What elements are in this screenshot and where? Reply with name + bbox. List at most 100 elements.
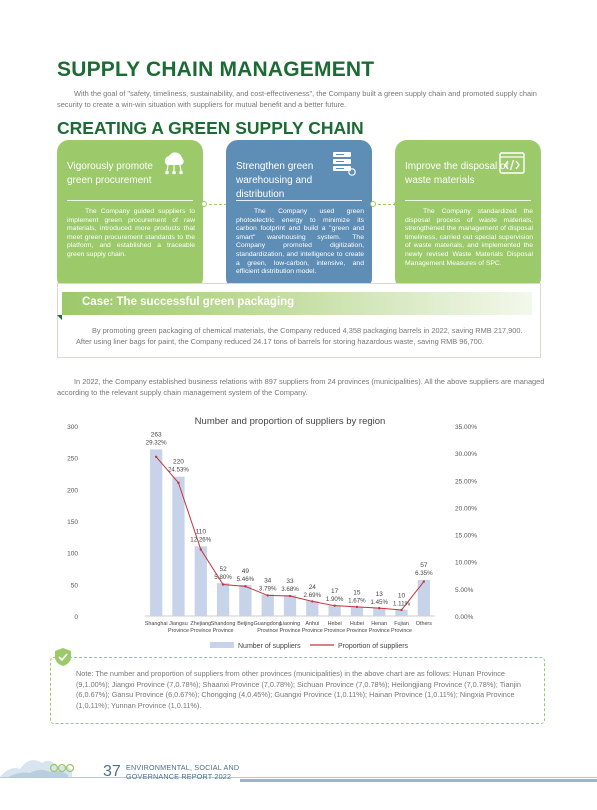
y-axis-right-tick-label: 5.00% xyxy=(455,587,474,594)
section-title: CREATING A GREEN SUPPLY CHAIN xyxy=(57,118,364,138)
proportion-value-label: 29.32% xyxy=(146,439,167,446)
x-axis-category-label: Province xyxy=(168,628,189,634)
shield-check-icon xyxy=(55,648,71,666)
chart-title: Number and proportion of suppliers by re… xyxy=(195,416,386,427)
x-axis-category-label: Jiangsu xyxy=(169,621,188,627)
card-divider xyxy=(236,200,362,201)
bar xyxy=(328,605,341,616)
y-axis-left-tick-label: 100 xyxy=(67,551,78,558)
bar-value-label: 220 xyxy=(173,459,184,466)
card-title: Vigorously promote green procurement xyxy=(67,161,153,186)
x-axis-category-label: Liaoning xyxy=(280,621,300,627)
y-axis-left-tick-label: 150 xyxy=(67,519,78,526)
line-point xyxy=(422,580,426,583)
y-axis-right-tick-label: 15.00% xyxy=(455,533,477,540)
case-header-fold xyxy=(57,315,62,320)
card-title: Improve the disposal of waste materials xyxy=(405,161,509,186)
supplier-paragraph: In 2022, the Company established busines… xyxy=(57,377,545,397)
card-body: The Company standardized the disposal pr… xyxy=(405,208,533,267)
line-point xyxy=(311,600,314,603)
x-axis-category-label: Province xyxy=(213,628,234,634)
x-axis-category-label: Guangdong xyxy=(254,621,282,627)
line-point xyxy=(355,605,359,609)
legend-bar-label: Number of suppliers xyxy=(238,643,301,650)
x-axis-category-label: Province xyxy=(190,628,211,634)
proportion-value-label: 3.79% xyxy=(259,585,277,592)
proportion-value-label: 1.45% xyxy=(370,599,388,606)
x-axis-category-label: Province xyxy=(369,628,390,634)
bar-value-label: 17 xyxy=(331,588,339,595)
connector-dot xyxy=(370,201,376,207)
line-point xyxy=(221,583,225,586)
y-axis-left-tick-label: 200 xyxy=(67,487,78,494)
connector-line xyxy=(204,204,232,205)
x-axis-category-label: Shanghai xyxy=(145,621,168,627)
y-axis-right-tick-label: 25.00% xyxy=(455,478,477,485)
card-green-procurement: Vigorously promote green procurement The… xyxy=(57,140,203,290)
bar xyxy=(239,584,252,616)
bar xyxy=(261,594,274,616)
report-title: ENVIRONMENTAL, SOCIAL AND GOVERNANCE REP… xyxy=(126,763,239,781)
x-axis-category-label: Zhejiang xyxy=(190,621,211,627)
bar-value-label: 52 xyxy=(219,566,227,573)
x-axis-category-label: Shandong xyxy=(211,621,236,627)
server-stack-icon xyxy=(333,152,356,176)
card-body: The Company used green photoelectric ene… xyxy=(236,208,364,276)
line-point xyxy=(199,548,202,551)
case-header: Case: The successful green packaging xyxy=(62,292,532,315)
x-axis-category-label: Province xyxy=(257,628,278,634)
proportion-value-label: 5.80% xyxy=(214,574,232,581)
x-axis-category-label: Others xyxy=(416,621,432,627)
proportion-value-label: 24.53% xyxy=(168,467,189,474)
connector-dot xyxy=(201,201,207,207)
y-axis-right-tick-label: 35.00% xyxy=(455,424,477,431)
line-point xyxy=(288,594,292,598)
line-point xyxy=(177,481,180,485)
bar xyxy=(373,607,386,616)
bar-value-label: 49 xyxy=(242,568,250,575)
y-axis-right-tick-label: 20.00% xyxy=(455,505,477,512)
y-axis-left-tick-label: 300 xyxy=(67,424,78,431)
bar-value-label: 24 xyxy=(309,584,317,591)
line-point xyxy=(378,606,381,610)
cloud-network-icon xyxy=(164,152,184,175)
supplier-region-chart: Number and proportion of suppliers by re… xyxy=(67,416,477,650)
x-axis-category-label: Province xyxy=(324,628,345,634)
x-axis-category-label: Province xyxy=(346,628,367,634)
y-axis-right-tick-label: 0.00% xyxy=(455,614,474,621)
card-body: The Company guided suppliers to implemen… xyxy=(67,208,195,258)
proportion-value-label: 3.68% xyxy=(281,586,299,593)
y-axis-left-tick-label: 0 xyxy=(74,614,78,621)
bar-value-label: 34 xyxy=(264,577,272,584)
bar-value-label: 13 xyxy=(376,591,384,598)
x-axis-category-label: Province xyxy=(280,628,301,634)
bar xyxy=(395,609,408,616)
proportion-value-label: 2.69% xyxy=(304,592,322,599)
bar-value-label: 15 xyxy=(353,590,361,597)
proportion-value-label: 6.35% xyxy=(415,570,433,577)
legend-line-label: Proportion of suppliers xyxy=(338,643,409,650)
bar xyxy=(216,583,230,616)
report-title-line: ENVIRONMENTAL, SOCIAL AND xyxy=(126,763,240,772)
legend-bar-swatch xyxy=(210,642,234,648)
card-divider xyxy=(405,200,531,201)
proportion-value-label: 5.46% xyxy=(237,576,255,583)
y-axis-left-tick-label: 50 xyxy=(71,582,79,589)
bar xyxy=(172,476,185,616)
footer-accent-line xyxy=(240,779,597,782)
note-box xyxy=(50,657,545,724)
line-point xyxy=(333,604,336,607)
bar-value-label: 33 xyxy=(286,578,294,585)
card-divider xyxy=(67,200,193,201)
x-axis-category-label: Province xyxy=(302,628,323,634)
y-axis-left-tick-label: 250 xyxy=(67,456,78,463)
x-axis-category-label: Beijing xyxy=(237,621,253,627)
line-point xyxy=(266,594,269,597)
x-axis-category-label: Henan xyxy=(371,621,387,627)
page-number: 37 xyxy=(103,763,121,780)
bar xyxy=(350,606,364,616)
proportion-value-label: 12.26% xyxy=(190,536,211,543)
card-title: Strengthen green warehousing and distrib… xyxy=(236,161,314,200)
page-title: SUPPLY CHAIN MANAGEMENT xyxy=(57,58,375,81)
bar-value-label: 57 xyxy=(420,562,428,569)
